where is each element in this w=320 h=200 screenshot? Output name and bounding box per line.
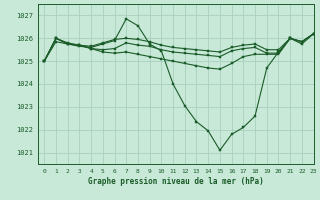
X-axis label: Graphe pression niveau de la mer (hPa): Graphe pression niveau de la mer (hPa)	[88, 177, 264, 186]
